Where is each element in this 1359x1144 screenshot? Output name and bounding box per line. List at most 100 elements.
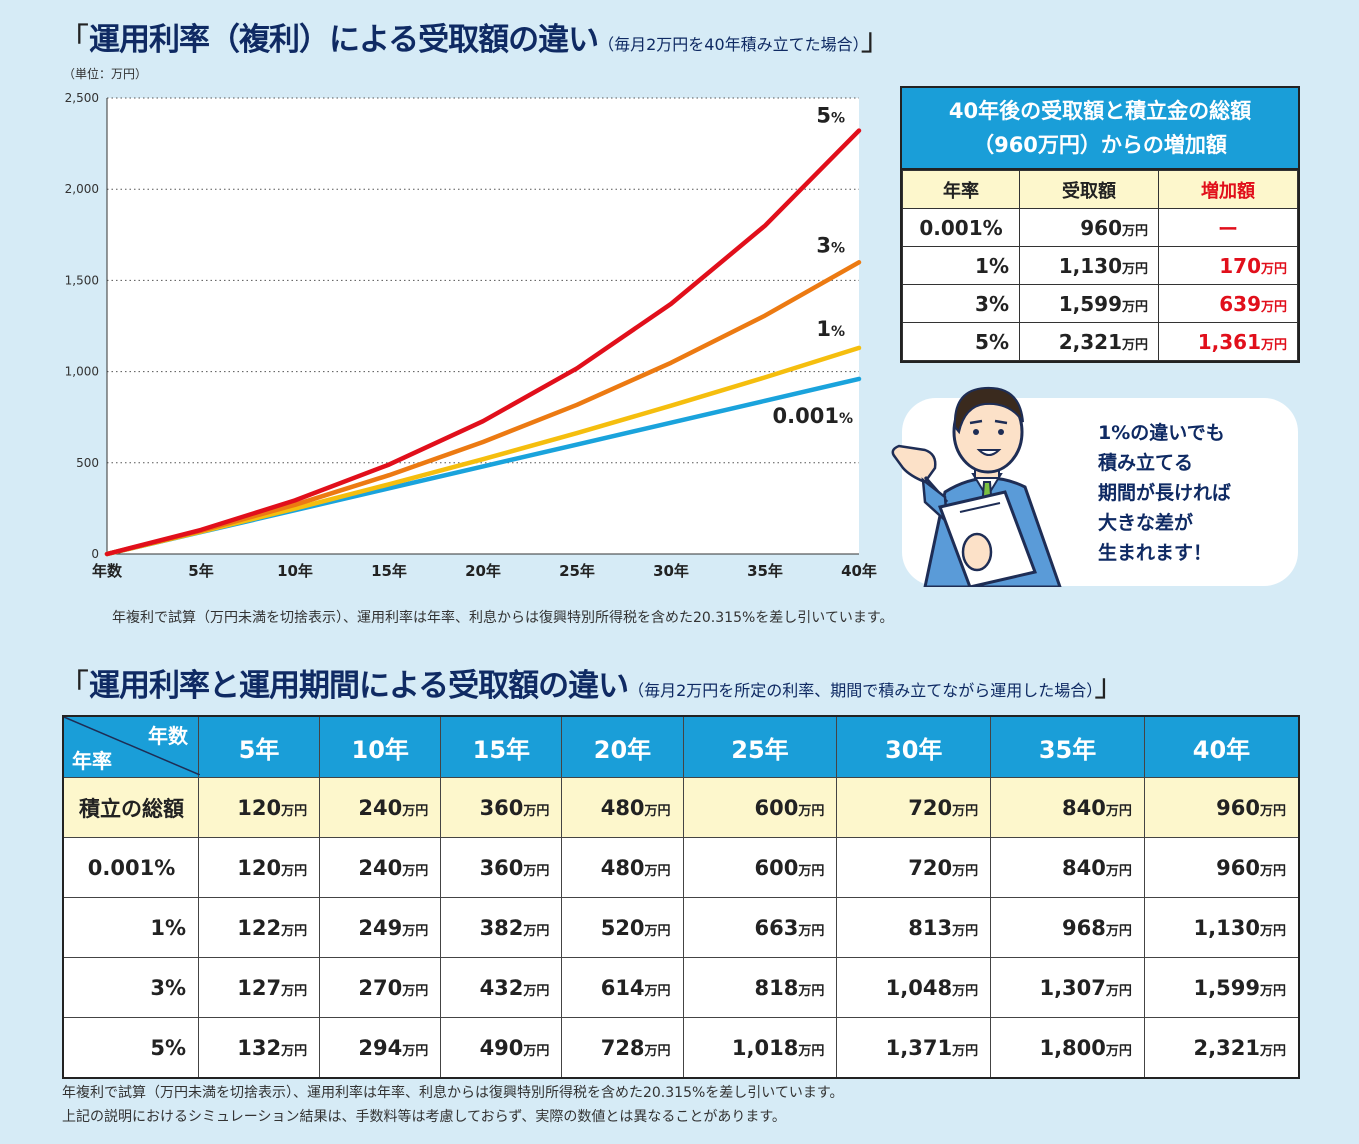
series-point <box>293 498 297 502</box>
summary-amount: 960万円 <box>1019 208 1159 247</box>
table-cell: 432万円 <box>440 957 563 1018</box>
table-title: 「運用利率と運用期間による受取額の違い（毎月2万円を所定の利率、期間で積み立てな… <box>58 668 1126 704</box>
table-corner-header: 年数 年率 <box>62 715 200 778</box>
table-cell: 960万円 <box>1143 837 1300 898</box>
table-cell: 600万円 <box>682 837 838 898</box>
table-cell: 663万円 <box>682 897 838 958</box>
series-point <box>481 457 485 461</box>
series-point <box>857 260 861 264</box>
x-tick-label: 30年 <box>653 562 689 580</box>
series-point <box>199 528 203 532</box>
bubble-text: 1%の違いでも 積み立てる 期間が長ければ 大きな差が 生まれます！ <box>1098 422 1232 564</box>
series-point <box>575 431 579 435</box>
table-cell: 840万円 <box>990 777 1145 838</box>
x-tick-label: 10年 <box>277 562 313 580</box>
summary-rate: 0.001% <box>902 208 1020 247</box>
series-point <box>387 482 391 486</box>
series-point <box>857 129 861 133</box>
y-tick-label: 0 <box>91 547 99 561</box>
x-tick-label: 40年 <box>841 562 877 580</box>
table-cell: 132万円 <box>197 1017 321 1079</box>
table-row: 3% 127万円 270万円 432万円 614万円 818万円 1,048万円 1,307万… <box>62 957 1300 1018</box>
summary-row: 1% 1,130万円 170万円 <box>902 246 1298 285</box>
table-cell: 249万円 <box>319 897 442 958</box>
summary-amount: 2,321万円 <box>1019 322 1159 361</box>
summary-amount: 1,599万円 <box>1019 284 1159 323</box>
summary-table: 年率 受取額 増加額 0.001% 960万円ー 1% 1,130万円 170万円 3% 1… <box>902 170 1298 361</box>
table-cell: 1,048万円 <box>836 957 992 1018</box>
table-col-header: 5年 <box>197 715 321 778</box>
table-footnote: 年複利で試算（万円未満を切捨表示）、運用利率は年率、利息からは復興特別所得税を含… <box>62 1085 844 1125</box>
series-point <box>763 375 767 379</box>
table-cell: 960万円 <box>1143 777 1300 838</box>
series-point <box>857 377 861 381</box>
table-cell: 720万円 <box>836 777 992 838</box>
table-col-header: 25年 <box>682 715 838 778</box>
series-point <box>575 443 579 447</box>
table-cell: 490万円 <box>440 1017 563 1079</box>
table-cell: 813万円 <box>836 897 992 958</box>
summary-amount: 1,130万円 <box>1019 246 1159 285</box>
series-point <box>763 399 767 403</box>
table-cell: 600万円 <box>682 777 838 838</box>
table-cell: 1,800万円 <box>990 1017 1145 1079</box>
summary-rate: 1% <box>902 246 1020 285</box>
series-point <box>857 346 861 350</box>
table-cell: 720万円 <box>836 837 992 898</box>
series-point <box>387 486 391 490</box>
summary-row: 5% 2,321万円 1,361万円 <box>902 322 1298 361</box>
table-cell: 122万円 <box>197 897 321 958</box>
table-cell: 520万円 <box>561 897 684 958</box>
table-cell: 1,130万円 <box>1143 897 1300 958</box>
table-row: 0.001% 120万円 240万円 360万円 480万円 600万円 720万円 840万… <box>62 837 1300 898</box>
corner-diagonal <box>64 717 200 775</box>
table-cell: 480万円 <box>561 837 684 898</box>
table-cell: 1,371万円 <box>836 1017 992 1079</box>
summary-row: 3% 1,599万円 639万円 <box>902 284 1298 323</box>
series-point <box>481 419 485 423</box>
series-label: 5% <box>816 104 845 128</box>
summary-header-rate: 年率 <box>902 170 1020 209</box>
table-row-label: 1% <box>62 897 199 958</box>
table-cell: 120万円 <box>197 777 321 838</box>
table-cell: 968万円 <box>990 897 1145 958</box>
summary-increase: 1,361万円 <box>1158 322 1298 361</box>
table-row-label: 5% <box>62 1017 199 1079</box>
table-title-main: 運用利率と運用期間による受取額の違い <box>89 668 629 704</box>
table-cell: 270万円 <box>319 957 442 1018</box>
x-tick-label: 25年 <box>559 562 595 580</box>
table-cell: 127万円 <box>197 957 321 1018</box>
table-col-header: 35年 <box>990 715 1145 778</box>
table-cell: 480万円 <box>561 777 684 838</box>
table-cell: 360万円 <box>440 837 563 898</box>
table-cell: 240万円 <box>319 837 442 898</box>
table-cell: 840万円 <box>990 837 1145 898</box>
table-col-header: 15年 <box>440 715 563 778</box>
table-row-label: 0.001% <box>62 837 199 898</box>
table-cell: 360万円 <box>440 777 563 838</box>
series-point <box>669 421 673 425</box>
table-row-label: 3% <box>62 957 199 1018</box>
summary-panel: 40年後の受取額と積立金の総額 （960万円）からの増加額 年率 受取額 増加額… <box>900 86 1300 363</box>
y-tick-label: 500 <box>76 456 99 470</box>
amount-table: 年数 年率 5年 10年 15年 20年 25年 30年 35年 40年 積立の総額 120万円… <box>62 715 1300 1079</box>
table-row: 1% 122万円 249万円 382万円 520万円 663万円 813万円 968万円 1,1… <box>62 897 1300 958</box>
chart-title: 「運用利率（複利）による受取額の違い（毎月2万円を40年積み立てた場合）」 <box>58 22 892 58</box>
series-label: 3% <box>816 233 845 257</box>
summary-row: 0.001% 960万円ー <box>902 208 1298 247</box>
series-point <box>481 464 485 468</box>
summary-header-amount: 受取額 <box>1019 170 1159 209</box>
summary-increase: 639万円 <box>1158 284 1298 323</box>
table-cell: 382万円 <box>440 897 563 958</box>
table-cell: 2,321万円 <box>1143 1017 1300 1079</box>
series-point <box>575 366 579 370</box>
series-label: 1% <box>816 317 845 341</box>
table-title-sub: （毎月2万円を所定の利率、期間で積み立てながら運用した場合） <box>628 681 1095 700</box>
y-tick-label: 1,500 <box>65 273 99 287</box>
table-row-label: 積立の総額 <box>62 777 199 838</box>
summary-rate: 5% <box>902 322 1020 361</box>
y-tick-label: 1,000 <box>65 365 99 379</box>
x-tick-label: 20年 <box>465 562 501 580</box>
summary-increase: 170万円 <box>1158 246 1298 285</box>
series-point <box>669 302 673 306</box>
